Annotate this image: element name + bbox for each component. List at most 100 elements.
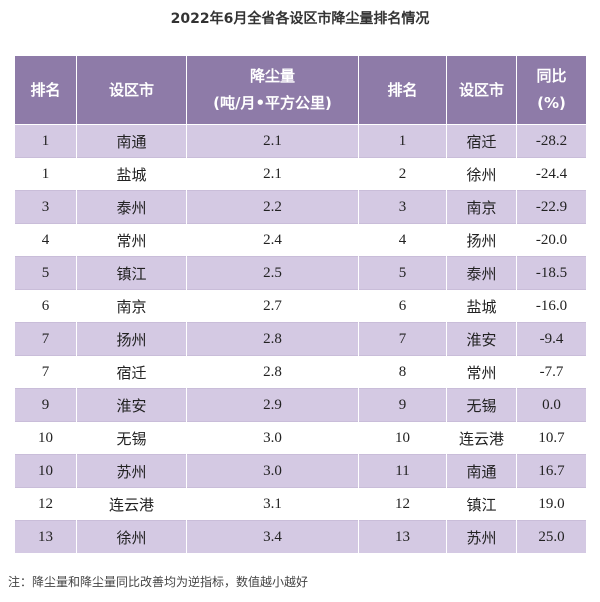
cell-city: 盐城 (76, 157, 187, 191)
cell-yoy: 25.0 (516, 520, 587, 553)
cell-rank-2: 1 (358, 124, 447, 158)
cell-city-2: 淮安 (446, 322, 517, 356)
cell-yoy: -18.5 (516, 256, 587, 290)
cell-city-2: 南京 (446, 190, 517, 224)
footnote: 注：降尘量和降尘量同比改善均为逆指标，数值越小越好 (8, 575, 309, 589)
table-row: 9 淮安 2.9 9 无锡 0.0 (14, 388, 587, 422)
cell-dust: 3.1 (186, 487, 359, 521)
cell-city: 泰州 (76, 190, 187, 224)
table-row: 1 南通 2.1 1 宿迁 -28.2 (14, 124, 587, 158)
header-row: 排名 设区市 降尘量 (吨/月•平方公里) 排名 设区市 同比 (%) (14, 55, 587, 125)
cell-dust: 2.4 (186, 223, 359, 257)
cell-yoy: -20.0 (516, 223, 587, 257)
cell-dust: 3.4 (186, 520, 359, 553)
cell-city-2: 连云港 (446, 421, 517, 455)
cell-rank: 6 (14, 289, 77, 323)
cell-city-2: 南通 (446, 454, 517, 488)
header-rank: 排名 (14, 55, 77, 125)
cell-city: 镇江 (76, 256, 187, 290)
cell-dust: 3.0 (186, 454, 359, 488)
cell-rank: 7 (14, 355, 77, 389)
table-row: 1 盐城 2.1 2 徐州 -24.4 (14, 157, 587, 191)
cell-city: 扬州 (76, 322, 187, 356)
cell-yoy: -22.9 (516, 190, 587, 224)
cell-yoy: -7.7 (516, 355, 587, 389)
cell-dust: 2.8 (186, 355, 359, 389)
table-row: 4 常州 2.4 4 扬州 -20.0 (14, 223, 587, 257)
cell-city: 连云港 (76, 487, 187, 521)
cell-city-2: 常州 (446, 355, 517, 389)
cell-city-2: 徐州 (446, 157, 517, 191)
header-city: 设区市 (76, 55, 187, 125)
cell-city-2: 扬州 (446, 223, 517, 257)
header-rank-2: 排名 (358, 55, 447, 125)
table-body: 1 南通 2.1 1 宿迁 -28.2 1 盐城 2.1 2 徐州 -24.4 3 泰州 2.2 3 南京 -22… (14, 124, 587, 553)
header-dust-line1: 降尘量 (249, 67, 295, 85)
cell-yoy: 10.7 (516, 421, 587, 455)
cell-rank: 1 (14, 157, 77, 191)
cell-dust: 2.2 (186, 190, 359, 224)
cell-dust: 2.8 (186, 322, 359, 356)
table-row: 7 宿迁 2.8 8 常州 -7.7 (14, 355, 587, 389)
cell-rank-2: 4 (358, 223, 447, 257)
cell-city-2: 苏州 (446, 520, 517, 553)
cell-city: 南京 (76, 289, 187, 323)
cell-city-2: 镇江 (446, 487, 517, 521)
cell-rank-2: 7 (358, 322, 447, 356)
cell-city: 淮安 (76, 388, 187, 422)
cell-rank: 3 (14, 190, 77, 224)
cell-city-2: 宿迁 (446, 124, 517, 158)
cell-city: 徐州 (76, 520, 187, 553)
cell-rank-2: 9 (358, 388, 447, 422)
cell-rank-2: 5 (358, 256, 447, 290)
cell-city-2: 无锡 (446, 388, 517, 422)
cell-rank-2: 2 (358, 157, 447, 191)
cell-rank-2: 10 (358, 421, 447, 455)
cell-rank: 4 (14, 223, 77, 257)
cell-city: 苏州 (76, 454, 187, 488)
cell-dust: 2.1 (186, 124, 359, 158)
cell-rank: 10 (14, 421, 77, 455)
cell-yoy: -16.0 (516, 289, 587, 323)
table-row: 10 无锡 3.0 10 连云港 10.7 (14, 421, 587, 455)
header-dust: 降尘量 (吨/月•平方公里) (186, 55, 359, 125)
cell-rank: 1 (14, 124, 77, 158)
cell-yoy: -28.2 (516, 124, 587, 158)
cell-yoy: 16.7 (516, 454, 587, 488)
table-row: 13 徐州 3.4 13 苏州 25.0 (14, 520, 587, 553)
cell-rank: 9 (14, 388, 77, 422)
cell-yoy: 0.0 (516, 388, 587, 422)
cell-dust: 2.7 (186, 289, 359, 323)
cell-city: 南通 (76, 124, 187, 158)
cell-yoy: 19.0 (516, 487, 587, 521)
cell-dust: 2.5 (186, 256, 359, 290)
header-yoy-line2: (%) (537, 94, 566, 112)
table-row: 7 扬州 2.8 7 淮安 -9.4 (14, 322, 587, 356)
cell-rank-2: 11 (358, 454, 447, 488)
cell-city: 无锡 (76, 421, 187, 455)
table-row: 3 泰州 2.2 3 南京 -22.9 (14, 190, 587, 224)
cell-rank: 12 (14, 487, 77, 521)
cell-rank-2: 6 (358, 289, 447, 323)
cell-rank: 10 (14, 454, 77, 488)
cell-dust: 2.1 (186, 157, 359, 191)
cell-rank: 7 (14, 322, 77, 356)
header-dust-line2: (吨/月•平方公里) (213, 94, 332, 112)
cell-dust: 2.9 (186, 388, 359, 422)
header-yoy-line1: 同比 (536, 67, 567, 85)
cell-rank-2: 12 (358, 487, 447, 521)
cell-dust: 3.0 (186, 421, 359, 455)
header-city-2: 设区市 (446, 55, 517, 125)
cell-yoy: -9.4 (516, 322, 587, 356)
table-row: 12 连云港 3.1 12 镇江 19.0 (14, 487, 587, 521)
cell-rank-2: 8 (358, 355, 447, 389)
cell-rank-2: 3 (358, 190, 447, 224)
cell-city: 宿迁 (76, 355, 187, 389)
header-yoy: 同比 (%) (516, 55, 587, 125)
cell-rank: 13 (14, 520, 77, 553)
cell-city-2: 泰州 (446, 256, 517, 290)
cell-city: 常州 (76, 223, 187, 257)
cell-yoy: -24.4 (516, 157, 587, 191)
table-title: 2022年6月全省各设区市降尘量排名情况 (170, 11, 430, 27)
cell-city-2: 盐城 (446, 289, 517, 323)
